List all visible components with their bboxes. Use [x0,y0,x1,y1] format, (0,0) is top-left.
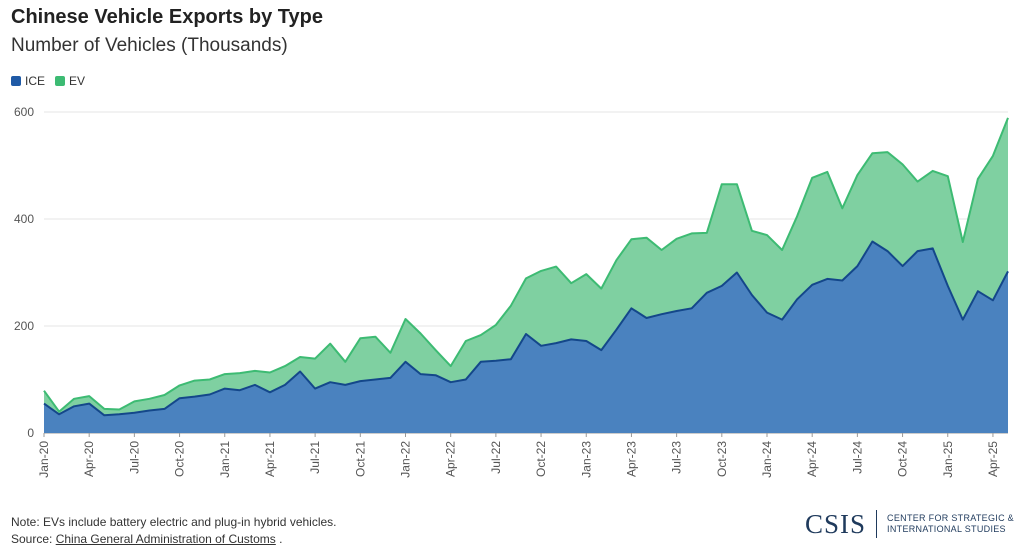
x-tick-label: Oct-21 [353,441,367,477]
legend-item-ice[interactable]: ICE [11,74,45,88]
x-tick-label: Apr-23 [624,441,638,477]
csis-logo: CSIS CENTER FOR STRATEGIC & INTERNATIONA… [805,510,1014,538]
logo-line-2: INTERNATIONAL STUDIES [887,524,1006,534]
series-area-ev [44,117,1008,416]
x-tick-label: Apr-21 [263,441,277,477]
legend-label-ev: EV [69,74,86,88]
x-tick-label: Apr-20 [82,441,96,477]
y-tick-label: 200 [14,319,34,333]
legend-swatch-ev [55,76,66,86]
x-tick-label: Jan-22 [399,441,413,478]
legend-swatch-ice [11,76,21,86]
footer: Note: EVs include battery electric and p… [11,514,337,548]
x-tick-label: Oct-24 [896,441,910,477]
series-line-ev [43,117,1009,413]
chart-subtitle: Number of Vehicles (Thousands) [11,35,288,56]
logo-text: CENTER FOR STRATEGIC & INTERNATIONAL STU… [877,513,1014,535]
x-tick-label: Jan-24 [760,441,774,478]
source-link[interactable]: China General Administration of Customs [55,532,276,546]
x-tick-label: Jan-25 [941,441,955,478]
x-tick-label: Jul-20 [127,441,141,474]
legend-label-ice: ICE [25,74,46,88]
y-tick-label: 600 [14,105,34,119]
x-tick-label: Apr-25 [986,441,1000,477]
chart-title: Chinese Vehicle Exports by Type [11,6,323,28]
y-tick-label: 400 [14,212,34,226]
source-suffix: . [275,532,283,546]
x-tick-label: Oct-20 [173,441,187,477]
source-prefix: Source: [11,532,56,546]
logo-line-1: CENTER FOR STRATEGIC & [887,513,1014,523]
footnote: Note: EVs include battery electric and p… [11,515,337,529]
series-area-ice [44,241,1008,433]
x-tick-label: Jan-23 [579,441,593,478]
source-line: Source: China General Administration of … [11,531,337,548]
x-tick-label: Jul-24 [850,441,864,474]
x-tick-label: Jul-23 [670,441,684,474]
y-axis-ticks: 0 200 400 600 [14,105,34,440]
x-tick-label: Apr-22 [444,441,458,477]
x-tick-label: Oct-23 [715,441,729,477]
y-tick-label: 0 [27,426,34,440]
legend: ICE EV [11,74,95,88]
legend-item-ev[interactable]: EV [55,74,85,88]
x-tick-label: Jul-21 [308,441,322,474]
logo-mark: CSIS [805,510,878,538]
x-tick-label: Jul-22 [489,441,503,474]
x-tick-label: Jan-21 [218,441,232,478]
area-series [43,117,1009,433]
x-tick-label: Oct-22 [534,441,548,477]
series-line-ice [43,240,1009,417]
x-axis: Jan-20 Apr-20 Jul-20 Oct-20 Jan-21 Apr-21 Jul-… [37,433,1000,478]
x-tick-label: Apr-24 [805,441,819,477]
x-tick-label: Jan-20 [37,441,51,478]
